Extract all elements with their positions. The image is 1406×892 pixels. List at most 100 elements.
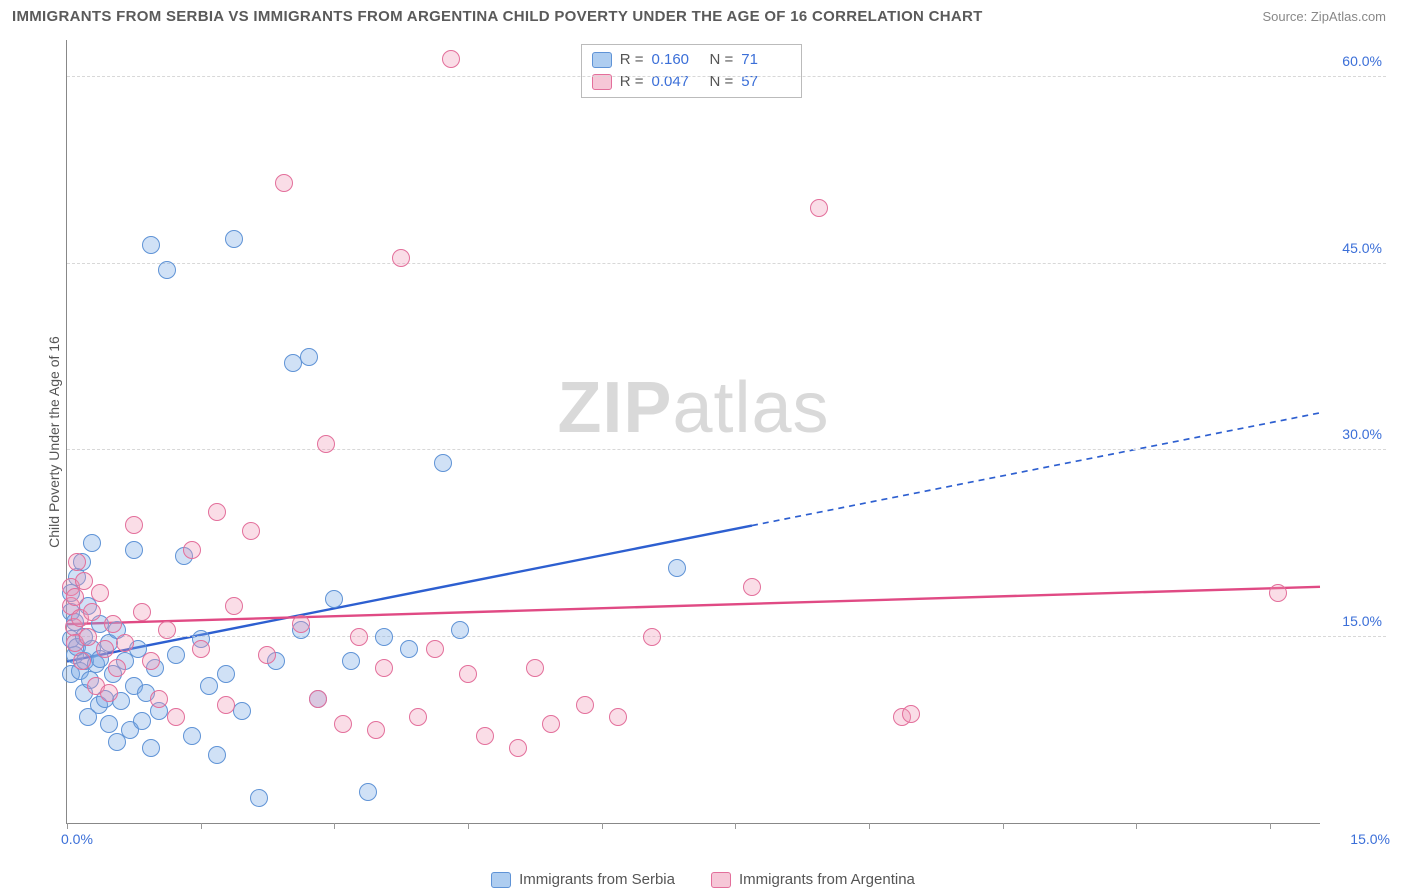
scatter-point: [350, 628, 368, 646]
scatter-point: [125, 516, 143, 534]
scatter-point: [233, 702, 251, 720]
scatter-point: [309, 690, 327, 708]
legend-swatch: [592, 52, 612, 68]
scatter-point: [451, 621, 469, 639]
scatter-point: [902, 705, 920, 723]
y-tick-label: 30.0%: [1342, 426, 1382, 442]
x-tick: [334, 823, 335, 829]
scatter-point: [359, 783, 377, 801]
scatter-point: [133, 712, 151, 730]
scatter-point: [192, 640, 210, 658]
correlation-legend: R =0.160N =71R =0.047N =57: [581, 44, 803, 98]
scatter-point: [643, 628, 661, 646]
x-tick: [1136, 823, 1137, 829]
scatter-point: [167, 708, 185, 726]
scatter-point: [459, 665, 477, 683]
scatter-point: [476, 727, 494, 745]
scatter-point: [183, 541, 201, 559]
legend-r-value: 0.047: [651, 71, 701, 93]
scatter-point: [150, 690, 168, 708]
x-tick: [1270, 823, 1271, 829]
scatter-point: [200, 677, 218, 695]
scatter-point: [225, 597, 243, 615]
chart-header: IMMIGRANTS FROM SERBIA VS IMMIGRANTS FRO…: [0, 0, 1406, 29]
x-tick: [602, 823, 603, 829]
x-axis-min-label: 0.0%: [61, 831, 93, 847]
source-attribution: Source: ZipAtlas.com: [1262, 9, 1386, 24]
scatter-point: [108, 659, 126, 677]
legend-n-value: 71: [741, 49, 791, 71]
x-tick: [735, 823, 736, 829]
scatter-point: [609, 708, 627, 726]
scatter-point: [79, 628, 97, 646]
gridline: [67, 449, 1386, 450]
legend-stat-row: R =0.047N =57: [592, 71, 792, 93]
scatter-point: [158, 261, 176, 279]
legend-n-label: N =: [709, 71, 733, 93]
scatter-point: [96, 640, 114, 658]
y-tick-label: 45.0%: [1342, 240, 1382, 256]
legend-n-label: N =: [709, 49, 733, 71]
gridline: [67, 636, 1386, 637]
x-tick: [1003, 823, 1004, 829]
y-tick-label: 60.0%: [1342, 53, 1382, 69]
y-axis-label: Child Poverty Under the Age of 16: [46, 336, 62, 548]
x-tick: [67, 823, 68, 829]
scatter-point: [258, 646, 276, 664]
scatter-point: [542, 715, 560, 733]
scatter-point: [400, 640, 418, 658]
scatter-point: [83, 534, 101, 552]
scatter-point: [75, 572, 93, 590]
scatter-point: [375, 628, 393, 646]
scatter-point: [116, 634, 134, 652]
scatter-point: [325, 590, 343, 608]
scatter-point: [125, 541, 143, 559]
plot-area: ZIPatlas R =0.160N =71R =0.047N =57 0.0%…: [66, 40, 1320, 824]
scatter-point: [68, 553, 86, 571]
scatter-point: [208, 503, 226, 521]
trend-line-solid: [67, 587, 1320, 624]
x-tick: [869, 823, 870, 829]
scatter-point: [142, 236, 160, 254]
scatter-point: [810, 199, 828, 217]
scatter-point: [426, 640, 444, 658]
scatter-point: [66, 588, 84, 606]
legend-n-value: 57: [741, 71, 791, 93]
series-legend: Immigrants from SerbiaImmigrants from Ar…: [0, 871, 1406, 888]
scatter-point: [208, 746, 226, 764]
scatter-point: [292, 615, 310, 633]
scatter-point: [392, 249, 410, 267]
scatter-point: [509, 739, 527, 757]
x-axis-max-label: 15.0%: [1350, 831, 1390, 847]
scatter-point: [142, 652, 160, 670]
scatter-point: [183, 727, 201, 745]
watermark: ZIPatlas: [557, 367, 829, 449]
scatter-point: [300, 348, 318, 366]
gridline: [67, 263, 1386, 264]
scatter-point: [133, 603, 151, 621]
scatter-point: [158, 621, 176, 639]
scatter-point: [217, 665, 235, 683]
scatter-point: [334, 715, 352, 733]
scatter-point: [743, 578, 761, 596]
x-tick: [468, 823, 469, 829]
series-name: Immigrants from Serbia: [519, 871, 675, 888]
scatter-point: [100, 684, 118, 702]
watermark-rest: atlas: [672, 368, 829, 448]
legend-swatch: [491, 872, 511, 888]
scatter-point: [409, 708, 427, 726]
scatter-point: [317, 435, 335, 453]
y-tick-label: 15.0%: [1342, 613, 1382, 629]
scatter-point: [526, 659, 544, 677]
legend-r-value: 0.160: [651, 49, 701, 71]
scatter-point: [668, 559, 686, 577]
legend-stat-row: R =0.160N =71: [592, 49, 792, 71]
scatter-point: [104, 615, 122, 633]
chart-title: IMMIGRANTS FROM SERBIA VS IMMIGRANTS FRO…: [12, 8, 983, 25]
trend-lines: [67, 40, 1320, 823]
scatter-point: [91, 584, 109, 602]
scatter-point: [167, 646, 185, 664]
watermark-bold: ZIP: [557, 368, 672, 448]
scatter-point: [73, 652, 91, 670]
trend-line-dashed: [752, 413, 1320, 526]
